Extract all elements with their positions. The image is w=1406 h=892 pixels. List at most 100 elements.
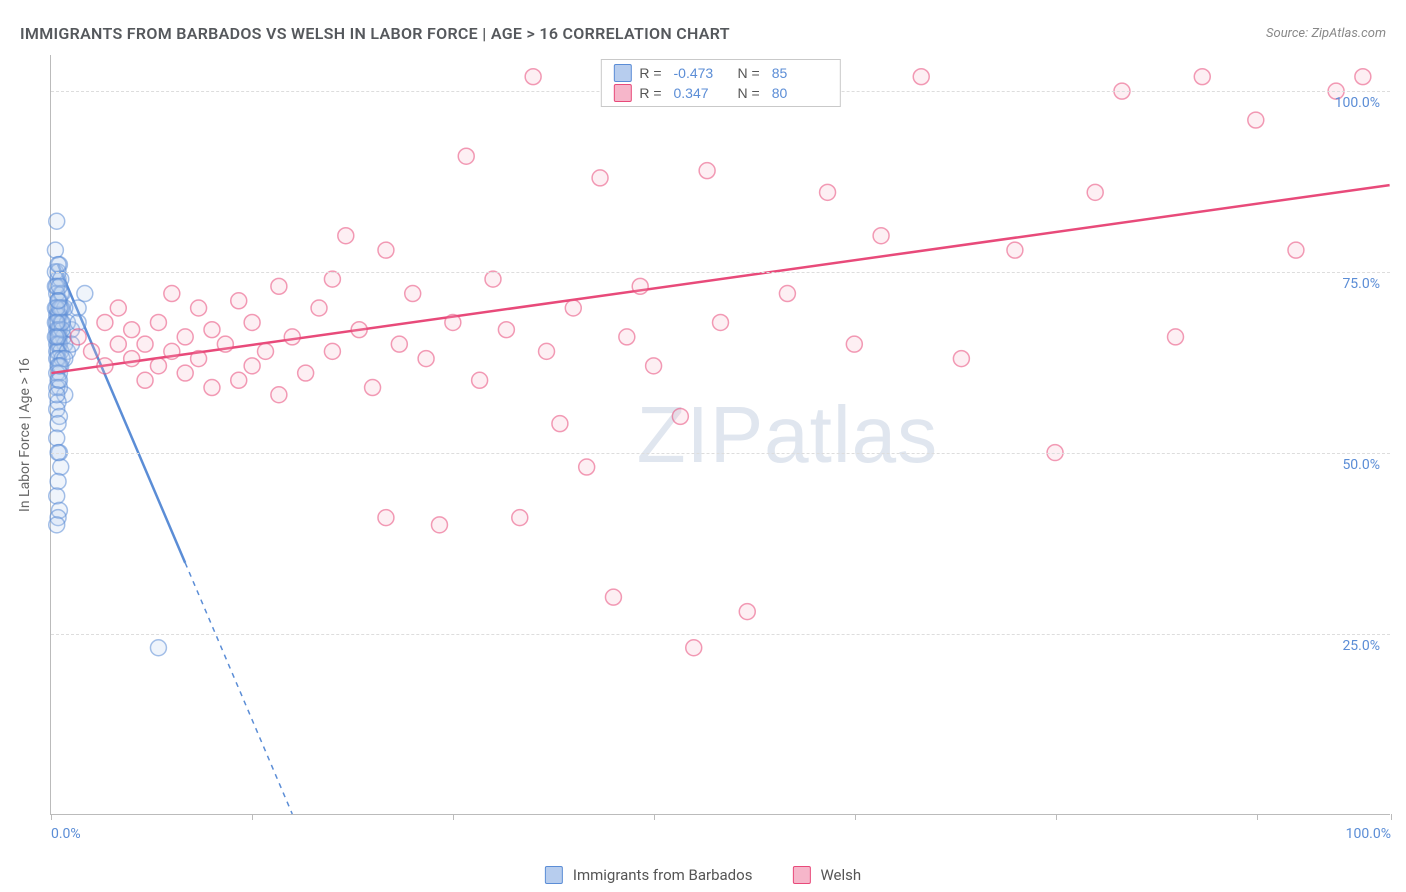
legend-r-label: R = — [639, 65, 661, 81]
data-point-barbados — [49, 517, 65, 533]
data-point-welsh — [351, 322, 367, 338]
data-point-barbados — [53, 459, 69, 475]
scatter-plot-svg — [51, 55, 1390, 814]
data-point-welsh — [779, 286, 795, 302]
header: IMMIGRANTS FROM BARBADOS VS WELSH IN LAB… — [20, 18, 1386, 48]
x-tick — [1391, 814, 1392, 820]
data-point-barbados — [150, 640, 166, 656]
data-point-welsh — [124, 322, 140, 338]
data-point-barbados — [49, 488, 65, 504]
data-point-barbados — [51, 278, 67, 294]
data-point-welsh — [672, 408, 688, 424]
data-point-welsh — [150, 358, 166, 374]
data-point-welsh — [431, 517, 447, 533]
legend-n-value-welsh: 80 — [768, 85, 828, 101]
gridline — [51, 272, 1390, 273]
data-point-welsh — [445, 314, 461, 330]
legend-correlation-box: R =-0.473N =85R =0.347N =80 — [600, 59, 840, 107]
data-point-welsh — [605, 589, 621, 605]
legend-r-value-barbados: -0.473 — [670, 65, 730, 81]
data-point-barbados — [50, 416, 66, 432]
legend-swatch-welsh — [613, 84, 631, 102]
data-point-welsh — [124, 351, 140, 367]
data-point-barbados — [50, 293, 66, 309]
legend-bottom-label-welsh: Welsh — [820, 866, 861, 884]
y-axis-label: In Labor Force | Age > 16 — [17, 358, 33, 512]
data-point-welsh — [391, 336, 407, 352]
data-point-welsh — [592, 170, 608, 186]
legend-n-value-barbados: 85 — [768, 65, 828, 81]
data-point-welsh — [110, 336, 126, 352]
data-point-welsh — [552, 416, 568, 432]
data-point-welsh — [204, 322, 220, 338]
data-point-barbados — [49, 387, 65, 403]
data-point-welsh — [217, 336, 233, 352]
data-point-welsh — [97, 358, 113, 374]
y-tick-label: 25.0% — [1342, 638, 1380, 654]
data-point-barbados — [77, 286, 93, 302]
x-tick — [252, 814, 253, 820]
data-point-welsh — [1168, 329, 1184, 345]
data-point-welsh — [953, 351, 969, 367]
data-point-welsh — [498, 322, 514, 338]
source-label: Source: — [1266, 26, 1311, 41]
legend-n-label: N = — [738, 85, 760, 101]
legend-swatch-barbados — [613, 64, 631, 82]
x-tick-label: 100.0% — [1346, 826, 1391, 842]
data-point-welsh — [699, 163, 715, 179]
data-point-welsh — [164, 286, 180, 302]
data-point-welsh — [231, 372, 247, 388]
data-point-welsh — [472, 372, 488, 388]
data-point-welsh — [191, 351, 207, 367]
data-point-welsh — [1288, 242, 1304, 258]
data-point-barbados — [49, 430, 65, 446]
y-tick-label: 75.0% — [1342, 276, 1380, 292]
data-point-welsh — [137, 336, 153, 352]
data-point-welsh — [565, 300, 581, 316]
data-point-welsh — [378, 510, 394, 526]
data-point-welsh — [231, 293, 247, 309]
chart-title: IMMIGRANTS FROM BARBADOS VS WELSH IN LAB… — [20, 24, 730, 43]
data-point-welsh — [739, 604, 755, 620]
x-tick — [51, 814, 52, 820]
data-point-welsh — [686, 640, 702, 656]
data-point-welsh — [1007, 242, 1023, 258]
data-point-welsh — [324, 271, 340, 287]
y-tick-label: 100.0% — [1335, 95, 1380, 111]
data-point-barbados — [49, 314, 65, 330]
data-point-barbados — [47, 242, 63, 258]
legend-bottom-swatch-welsh — [792, 866, 810, 884]
legend-n-label: N = — [738, 65, 760, 81]
data-point-welsh — [1248, 112, 1264, 128]
chart-plot-area: ZIPatlas R =-0.473N =85R =0.347N =80 25.… — [50, 55, 1390, 815]
data-point-welsh — [110, 300, 126, 316]
data-point-welsh — [632, 278, 648, 294]
data-point-welsh — [244, 358, 260, 374]
data-point-welsh — [458, 148, 474, 164]
data-point-welsh — [338, 228, 354, 244]
data-point-welsh — [177, 329, 193, 345]
data-point-welsh — [539, 343, 555, 359]
data-point-welsh — [646, 358, 662, 374]
data-point-welsh — [713, 314, 729, 330]
legend-bottom-item-welsh: Welsh — [792, 866, 861, 884]
x-tick — [1257, 814, 1258, 820]
data-point-welsh — [525, 69, 541, 85]
source-attribution: Source: ZipAtlas.com — [1266, 26, 1386, 41]
data-point-welsh — [1355, 69, 1371, 85]
data-point-barbados — [50, 329, 66, 345]
data-point-barbados — [51, 372, 67, 388]
data-point-welsh — [324, 343, 340, 359]
data-point-welsh — [271, 278, 287, 294]
data-point-welsh — [873, 228, 889, 244]
data-point-welsh — [1087, 184, 1103, 200]
data-point-welsh — [84, 343, 100, 359]
data-point-welsh — [204, 380, 220, 396]
data-point-welsh — [70, 329, 86, 345]
legend-row-barbados: R = -0.473 N = 85 — [613, 64, 827, 82]
data-point-welsh — [244, 314, 260, 330]
data-point-welsh — [619, 329, 635, 345]
data-point-barbados — [70, 314, 86, 330]
x-tick — [654, 814, 655, 820]
trend-line-dashed-barbados — [185, 563, 292, 814]
